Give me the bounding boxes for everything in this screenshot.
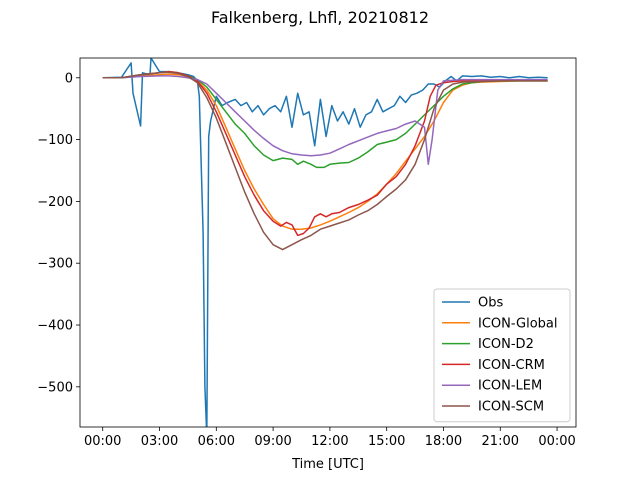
- legend-label: ICON-LEM: [478, 379, 542, 394]
- y-tick-label: −300: [37, 257, 73, 272]
- legend: Obs ICON-Global ICON-D2 ICON-CRM ICON-LEM ICO…: [433, 288, 571, 423]
- x-tick-label: 03:00: [141, 434, 178, 449]
- y-tick-label: 0: [65, 71, 73, 86]
- x-axis: 00:00 03:00 06:00 09:00 12:00 15:00 18:00 21:00…: [84, 427, 576, 449]
- x-tick-label: 00:00: [84, 434, 121, 449]
- x-tick-label: 06:00: [198, 434, 235, 449]
- x-tick-label: 09:00: [254, 434, 291, 449]
- y-tick-label: −100: [37, 133, 73, 148]
- legend-label: ICON-D2: [478, 337, 534, 352]
- series-line-icon-d2: [102, 70, 548, 169]
- x-tick-label: 00:00: [538, 434, 575, 449]
- series-line-icon-crm: [102, 70, 548, 237]
- plot-series: [102, 58, 548, 427]
- y-tick-label: −400: [37, 319, 73, 334]
- y-tick-label: −500: [37, 380, 73, 395]
- x-tick-label: 21:00: [482, 434, 519, 449]
- x-tick-label: 15:00: [368, 434, 405, 449]
- legend-label: ICON-CRM: [478, 358, 545, 373]
- x-tick-label: 18:00: [425, 434, 462, 449]
- series-line-icon-global: [102, 73, 548, 230]
- x-axis-title: Time [UTC]: [291, 457, 364, 472]
- plot-frame: [79, 57, 577, 428]
- legend-label: Obs: [478, 296, 503, 311]
- series-line-icon-scm: [102, 71, 548, 251]
- series-line-icon-lem: [102, 75, 548, 166]
- legend-label: ICON-SCM: [478, 400, 544, 415]
- y-axis: 0 −100 −200 −300 −400 −500: [37, 71, 80, 395]
- chart-title: Falkenberg, Lhfl, 20210812: [211, 8, 429, 27]
- y-tick-label: −200: [37, 195, 73, 210]
- legend-label: ICON-Global: [478, 316, 558, 331]
- x-tick-label: 12:00: [311, 434, 348, 449]
